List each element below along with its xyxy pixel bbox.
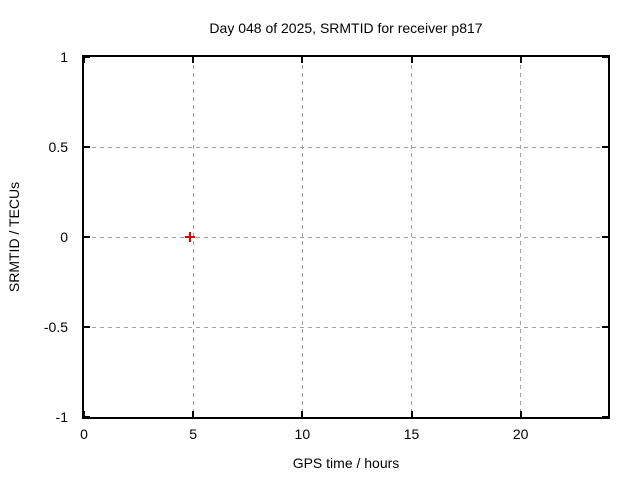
x-tick-labels: 0 5 10 15 20	[80, 426, 608, 442]
tick-marks-layer	[83, 56, 608, 418]
tick-mark-y-right	[602, 326, 608, 328]
tick-mark-y-right	[602, 416, 608, 418]
tick-mark-x-top	[301, 57, 304, 63]
x-tick-label: 20	[512, 426, 529, 442]
y-tick-labels: -1 -0.5 0 0.5 1	[0, 49, 76, 425]
x-axis-label: GPS time / hours	[292, 455, 400, 471]
tick-mark-y-left	[84, 236, 90, 238]
tick-mark-x-top	[192, 57, 195, 63]
y-tick-label: 0.5	[48, 139, 68, 155]
tick-mark-y-left	[84, 56, 90, 58]
tick-mark-y-right	[602, 56, 608, 58]
x-tick-label: 10	[294, 426, 311, 442]
gridline-y	[84, 236, 608, 238]
tick-mark-y-left	[84, 146, 90, 148]
tick-mark-y-right	[602, 146, 608, 148]
tick-mark-x-top	[519, 57, 522, 63]
tick-mark-x-bottom	[410, 411, 413, 417]
tick-mark-x-bottom	[519, 411, 522, 417]
plus-vertical-bar	[188, 232, 191, 242]
tick-mark-y-left	[84, 326, 90, 328]
tick-mark-x-top	[83, 57, 85, 63]
gridline-y	[84, 146, 608, 148]
y-tick-label: 0	[60, 229, 68, 245]
y-tick-label: 1	[60, 49, 68, 65]
tick-mark-x-bottom	[83, 411, 85, 417]
plot-area	[82, 55, 610, 419]
x-tick-label: 0	[80, 426, 88, 442]
tick-mark-x-bottom	[301, 411, 304, 417]
chart-title: Day 048 of 2025, SRMTID for receiver p81…	[209, 20, 483, 36]
gridline-y	[84, 326, 608, 328]
x-tick-label: 5	[189, 426, 198, 442]
x-tick-label: 15	[403, 426, 420, 442]
tick-mark-y-left	[84, 416, 90, 418]
y-tick-label: -0.5	[43, 319, 68, 335]
tick-mark-x-top	[410, 57, 413, 63]
tick-mark-y-right	[602, 236, 608, 238]
data-points-layer	[84, 57, 608, 417]
y-tick-label: -1	[55, 409, 68, 425]
data-point-plus	[184, 232, 195, 242]
tick-mark-x-bottom	[192, 411, 195, 417]
